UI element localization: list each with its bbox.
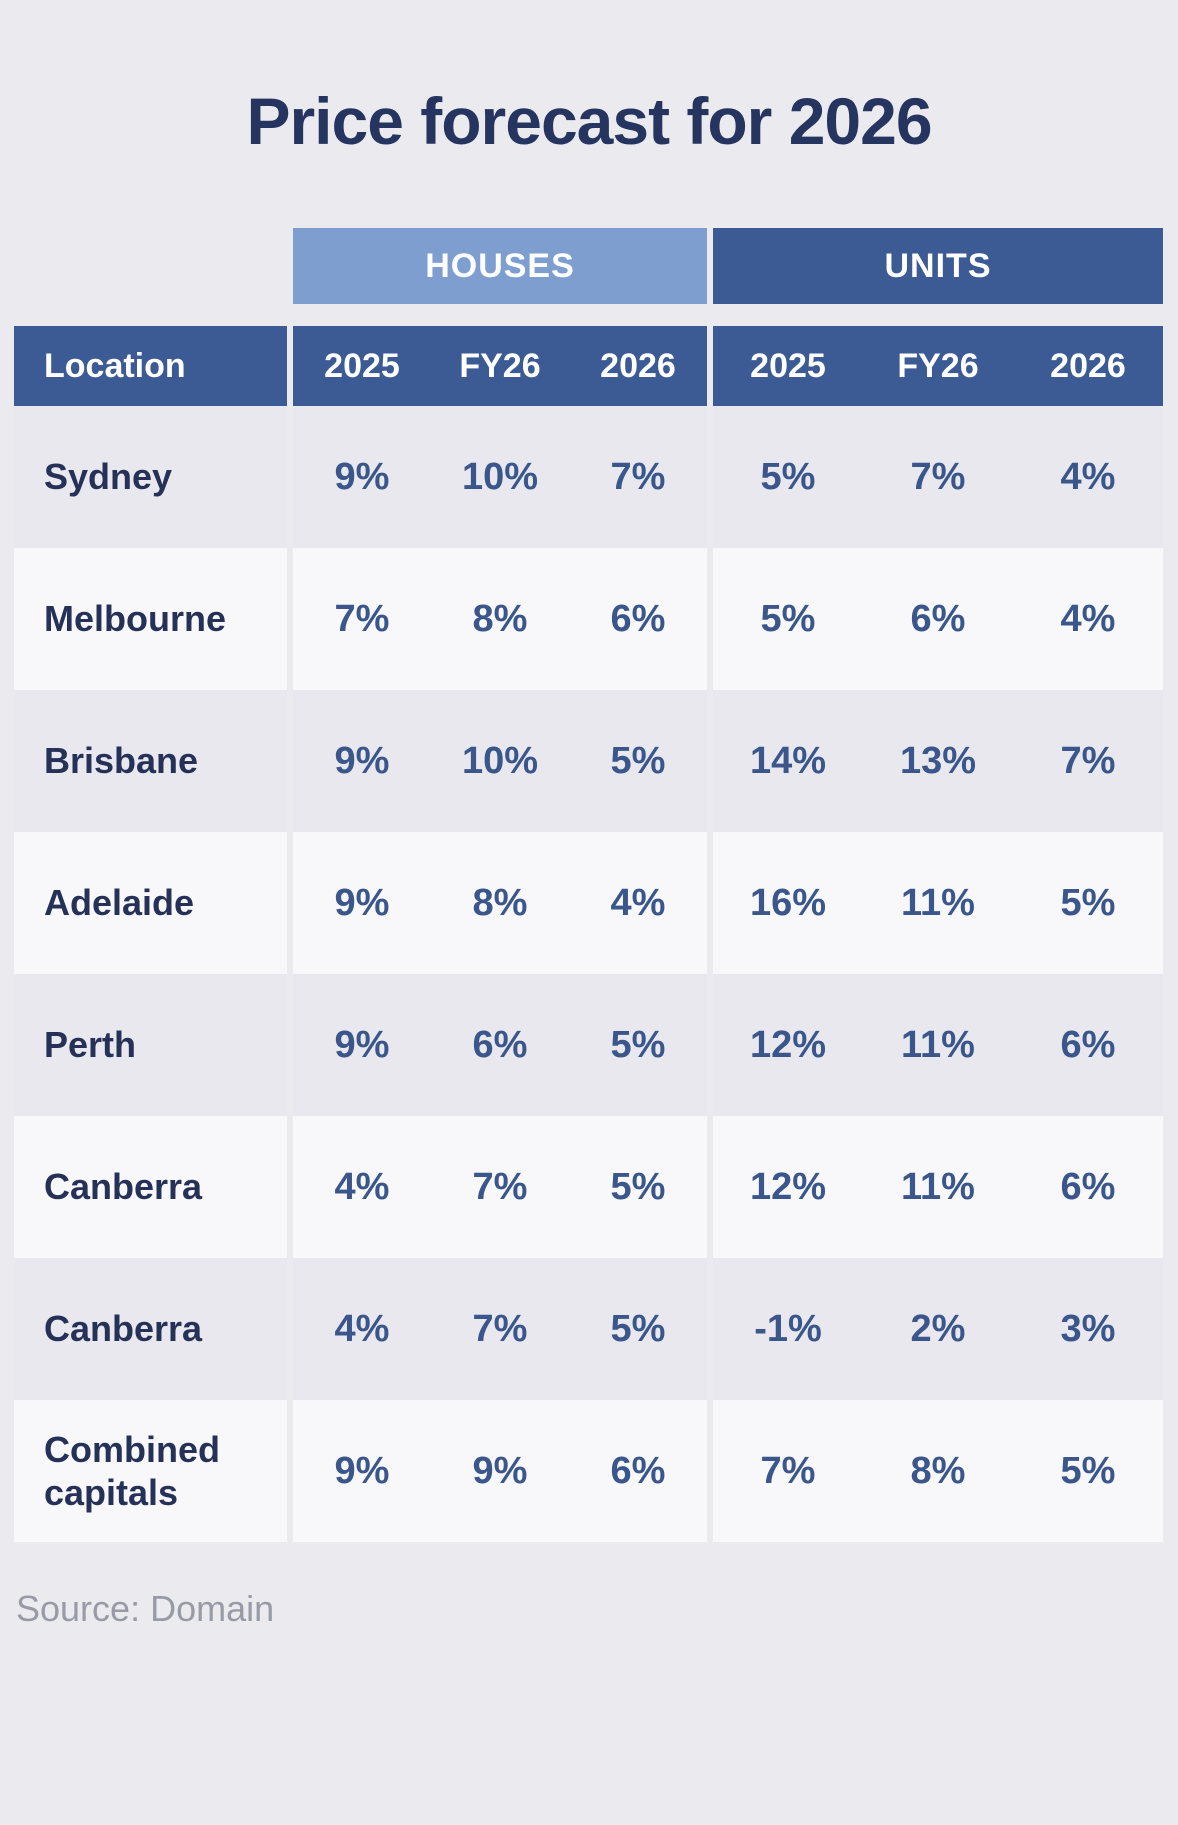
location-column-header: Location	[14, 326, 287, 406]
value-cell: 9%	[334, 455, 390, 498]
houses-column-headers: 2025 FY26 2026	[293, 326, 707, 406]
houses-values: 9% 10% 7%	[293, 406, 707, 548]
location-cell: Melbourne	[14, 548, 287, 690]
value-cell: 8%	[910, 1449, 966, 1492]
value-cell: 7%	[472, 1165, 528, 1208]
source-note: Source: Domain	[16, 1588, 275, 1629]
value-cell: 5%	[1060, 881, 1116, 924]
value-cell: 16%	[749, 881, 827, 924]
units-values: 16% 11% 5%	[713, 832, 1163, 974]
value-cell: 7%	[334, 597, 390, 640]
column-header: FY26	[897, 346, 979, 385]
value-cell: 7%	[472, 1307, 528, 1350]
price-forecast-infographic: Price forecast for 2026 HOUSES UNITS Loc…	[0, 88, 1178, 1825]
houses-values: 9% 6% 5%	[293, 974, 707, 1116]
value-cell: 5%	[760, 455, 816, 498]
units-values: 14% 13% 7%	[713, 690, 1163, 832]
table-row-canberra: Canberra 4% 7% 5% 12% 11% 6%	[14, 1116, 1163, 1258]
value-cell: 4%	[334, 1165, 390, 1208]
value-cell: 10%	[461, 455, 539, 498]
value-cell: 7%	[760, 1449, 816, 1492]
value-cell: 3%	[1060, 1307, 1116, 1350]
units-values: 7% 8% 5%	[713, 1400, 1163, 1542]
value-cell: 9%	[334, 1023, 390, 1066]
value-cell: 6%	[472, 1023, 528, 1066]
table-row-canberra-2: Canberra 4% 7% 5% -1% 2% 3%	[14, 1258, 1163, 1400]
forecast-table: HOUSES UNITS Location 2025 FY26 2026 202…	[14, 228, 1163, 1542]
value-cell: 11%	[901, 1165, 975, 1208]
value-cell: 4%	[1060, 597, 1116, 640]
value-cell: 6%	[1060, 1023, 1116, 1066]
houses-values: 7% 8% 6%	[293, 548, 707, 690]
units-group-header: UNITS	[713, 228, 1163, 304]
column-header-row: Location 2025 FY26 2026 2025 FY26 2026	[14, 326, 1163, 406]
location-cell: Sydney	[14, 406, 287, 548]
value-cell: 2%	[910, 1307, 966, 1350]
value-cell: 6%	[910, 597, 966, 640]
units-values: 12% 11% 6%	[713, 974, 1163, 1116]
table-row-combined-capitals: Combined capitals 9% 9% 6% 7% 8% 5%	[14, 1400, 1163, 1542]
location-cell: Canberra	[14, 1116, 287, 1258]
table-row-adelaide: Adelaide 9% 8% 4% 16% 11% 5%	[14, 832, 1163, 974]
value-cell: -1%	[754, 1307, 822, 1350]
column-header: 2025	[750, 346, 826, 385]
houses-values: 4% 7% 5%	[293, 1258, 707, 1400]
value-cell: 5%	[610, 739, 666, 782]
location-cell: Canberra	[14, 1258, 287, 1400]
value-cell: 9%	[334, 739, 390, 782]
value-cell: 7%	[910, 455, 966, 498]
value-cell: 9%	[334, 1449, 390, 1492]
table-row-perth: Perth 9% 6% 5% 12% 11% 6%	[14, 974, 1163, 1116]
location-cell: Brisbane	[14, 690, 287, 832]
value-cell: 4%	[610, 881, 666, 924]
table-row-melbourne: Melbourne 7% 8% 6% 5% 6% 4%	[14, 548, 1163, 690]
units-values: 12% 11% 6%	[713, 1116, 1163, 1258]
column-header: 2026	[600, 346, 676, 385]
houses-values: 9% 10% 5%	[293, 690, 707, 832]
column-header: 2026	[1050, 346, 1126, 385]
units-values: 5% 7% 4%	[713, 406, 1163, 548]
value-cell: 5%	[610, 1023, 666, 1066]
table-row-brisbane: Brisbane 9% 10% 5% 14% 13% 7%	[14, 690, 1163, 832]
houses-values: 9% 8% 4%	[293, 832, 707, 974]
value-cell: 5%	[610, 1165, 666, 1208]
value-cell: 12%	[749, 1165, 827, 1208]
location-cell: Combined capitals	[14, 1400, 287, 1542]
page-title: Price forecast for 2026	[246, 84, 932, 158]
value-cell: 6%	[1060, 1165, 1116, 1208]
value-cell: 5%	[610, 1307, 666, 1350]
value-cell: 9%	[472, 1449, 528, 1492]
value-cell: 8%	[472, 881, 528, 924]
value-cell: 5%	[760, 597, 816, 640]
value-cell: 11%	[901, 1023, 975, 1066]
value-cell: 13%	[899, 739, 977, 782]
column-header: 2025	[324, 346, 400, 385]
value-cell: 8%	[472, 597, 528, 640]
value-cell: 5%	[1060, 1449, 1116, 1492]
group-header-row: HOUSES UNITS	[14, 228, 1163, 304]
units-values: 5% 6% 4%	[713, 548, 1163, 690]
value-cell: 11%	[901, 881, 975, 924]
houses-values: 9% 9% 6%	[293, 1400, 707, 1542]
value-cell: 12%	[749, 1023, 827, 1066]
column-header: FY26	[459, 346, 541, 385]
value-cell: 4%	[1060, 455, 1116, 498]
table-row-sydney: Sydney 9% 10% 7% 5% 7% 4%	[14, 406, 1163, 548]
units-column-headers: 2025 FY26 2026	[713, 326, 1163, 406]
group-header-spacer	[14, 228, 287, 304]
value-cell: 10%	[461, 739, 539, 782]
value-cell: 9%	[334, 881, 390, 924]
value-cell: 7%	[610, 455, 666, 498]
units-values: -1% 2% 3%	[713, 1258, 1163, 1400]
value-cell: 14%	[749, 739, 827, 782]
location-cell: Adelaide	[14, 832, 287, 974]
location-cell: Perth	[14, 974, 287, 1116]
houses-values: 4% 7% 5%	[293, 1116, 707, 1258]
value-cell: 6%	[610, 1449, 666, 1492]
value-cell: 4%	[334, 1307, 390, 1350]
value-cell: 7%	[1060, 739, 1116, 782]
houses-group-header: HOUSES	[293, 228, 707, 304]
value-cell: 6%	[610, 597, 666, 640]
